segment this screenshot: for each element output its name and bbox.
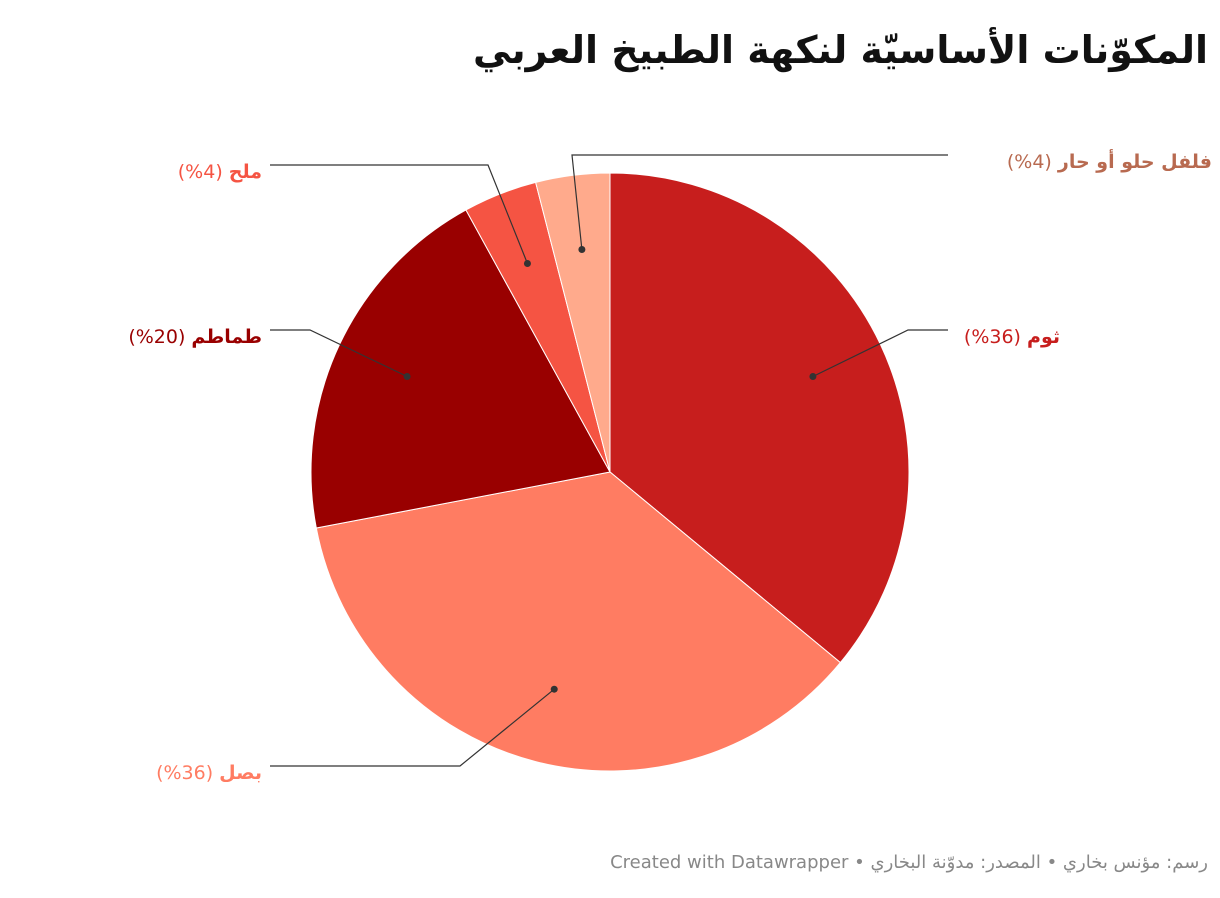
footer: رسم: مؤنس بخاري • المصدر: مدوّنة البخاري…: [610, 852, 1208, 873]
leader-line: [270, 329, 408, 378]
category-label: طماطم: [191, 326, 262, 348]
leader-dot: [550, 685, 558, 693]
slice-label: طماطم (%20): [128, 326, 262, 348]
value-label: (%36): [156, 762, 214, 784]
value-label: (%36): [963, 326, 1021, 348]
chart-title: المكوّنات الأساسيّة لنكهة الطبيخ العربي: [472, 28, 1208, 72]
leader-dot: [403, 373, 411, 381]
leader-line: [270, 164, 529, 264]
slice-label: بصل (%36): [156, 762, 262, 784]
category-label: بصل: [219, 762, 262, 784]
leader-line: [270, 688, 555, 767]
category-label: ملح: [228, 161, 262, 183]
leader-dot: [523, 259, 531, 267]
leader-line: [571, 154, 948, 250]
leader-dot: [578, 246, 586, 254]
pie-slice: [609, 172, 910, 664]
pie-slice: [535, 172, 611, 473]
leader-line: [812, 329, 948, 378]
category-label: ثوم: [1027, 326, 1060, 348]
slice-label: ثوم (%36): [964, 326, 1060, 348]
slice-label: فلفل حلو أو حار (%4): [1007, 151, 1212, 173]
value-label: (%20): [128, 326, 186, 348]
pie-slice: [315, 471, 842, 772]
value-label: (%4): [1006, 151, 1052, 173]
slice-label: ملح (%4): [178, 161, 262, 183]
value-label: (%4): [177, 161, 223, 183]
leader-dot: [809, 373, 817, 381]
category-label: فلفل حلو أو حار: [1057, 151, 1212, 173]
